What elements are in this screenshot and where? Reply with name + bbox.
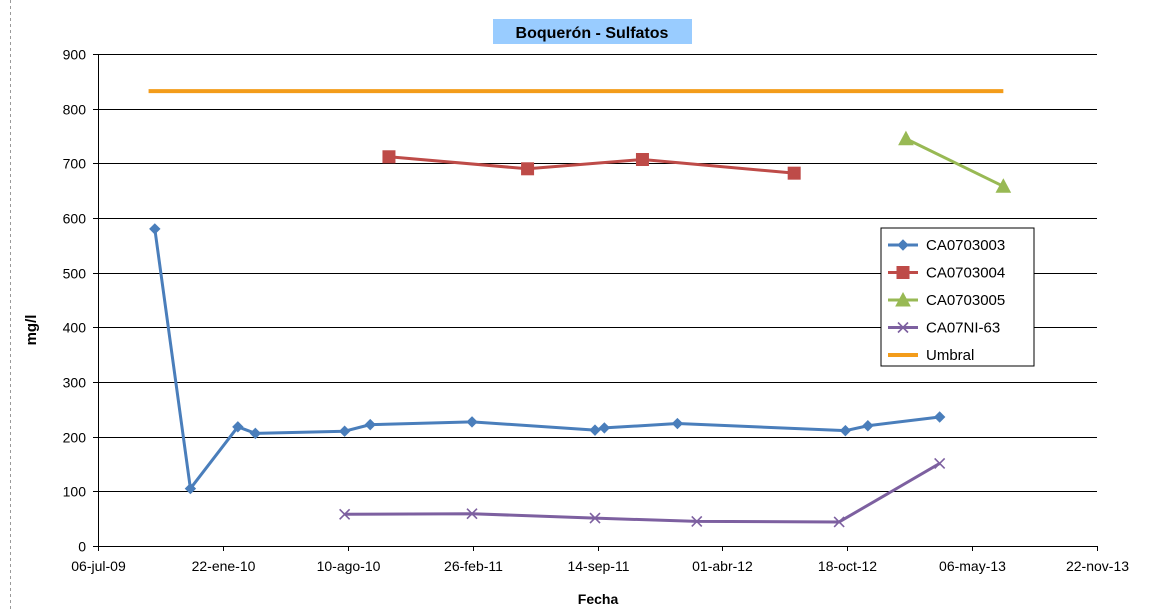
data-point xyxy=(249,427,262,440)
data-point xyxy=(466,508,478,520)
legend-entry: CA0703005 xyxy=(888,291,1005,309)
series-line xyxy=(905,137,1005,188)
data-point xyxy=(995,178,1012,193)
legend-label: CA07NI-63 xyxy=(926,320,1000,337)
y-tick-label: 900 xyxy=(63,47,87,63)
y-axis-title: mg/l xyxy=(23,315,40,346)
series-lines xyxy=(148,89,1012,528)
legend-label: CA0703004 xyxy=(926,265,1005,282)
data-point xyxy=(521,162,535,176)
y-tick-label: 400 xyxy=(63,320,87,336)
data-point xyxy=(382,150,396,164)
y-tick-label: 0 xyxy=(78,539,86,555)
y-tick-labels: 0 100 200 300 400 500 600 700 800 900 xyxy=(63,47,87,555)
y-tick-label: 200 xyxy=(63,430,87,446)
data-point xyxy=(787,166,801,180)
legend-entry: CA0703004 xyxy=(888,265,1005,282)
series-line xyxy=(388,155,795,175)
legend-marker xyxy=(896,266,910,279)
axes xyxy=(93,54,1098,551)
legend-label: CA0703003 xyxy=(926,237,1005,254)
legend-marker xyxy=(895,291,911,307)
legend: CA0703003 CA0703004 CA0703005 CA07NI-63 Umbr… xyxy=(880,227,1035,367)
legend-marker xyxy=(897,321,909,334)
data-point xyxy=(364,418,376,431)
y-tick-label: 300 xyxy=(63,375,87,391)
chart-title-background xyxy=(493,19,692,44)
x-tick-label: 06-jul-09 xyxy=(71,558,126,574)
series-ca0703003 xyxy=(149,223,946,495)
y-tick-label: 600 xyxy=(63,211,87,227)
data-point xyxy=(184,482,197,495)
data-point xyxy=(839,424,852,437)
data-point xyxy=(466,416,478,428)
x-tick-label: 26-feb-11 xyxy=(444,558,503,574)
data-point xyxy=(933,411,946,423)
chart-title: Boquerón - Sulfatos xyxy=(516,25,669,42)
series-ca0703005 xyxy=(898,130,1012,193)
x-tick-label: 18-oct-12 xyxy=(818,558,877,574)
data-point xyxy=(149,223,161,235)
legend-entry: CA07NI-63 xyxy=(888,320,1000,337)
data-point xyxy=(862,420,874,432)
x-tick-label: 01-abr-12 xyxy=(692,558,753,574)
gridlines xyxy=(98,54,1097,492)
y-tick-label: 500 xyxy=(63,266,87,282)
series-ca07ni-63 xyxy=(339,457,946,528)
y-tick-label: 700 xyxy=(63,156,87,172)
data-point xyxy=(671,417,684,430)
data-point xyxy=(898,130,914,146)
data-point xyxy=(589,512,601,524)
x-tick-labels: 06-jul-09 22-ene-10 10-ago-10 26-feb-11 14-s… xyxy=(71,558,1129,574)
data-point xyxy=(691,515,703,527)
x-tick-label: 06-may-13 xyxy=(939,558,1006,574)
data-point xyxy=(934,457,946,470)
x-tick-label: 10-ago-10 xyxy=(317,558,381,574)
legend-marker xyxy=(897,239,909,251)
x-tick-label: 22-nov-13 xyxy=(1066,558,1129,574)
x-tick-label: 14-sep-11 xyxy=(567,558,629,574)
legend-box xyxy=(880,227,1035,367)
x-axis-title: Fecha xyxy=(578,591,619,607)
series-line xyxy=(153,228,940,491)
series-ca0703004 xyxy=(382,150,801,180)
data-point xyxy=(598,422,611,434)
data-point xyxy=(232,421,244,433)
data-point xyxy=(339,508,351,520)
data-point xyxy=(833,516,845,528)
legend-label: CA0703005 xyxy=(926,292,1005,309)
data-point xyxy=(338,425,351,437)
data-point xyxy=(589,424,601,436)
data-point xyxy=(635,153,649,167)
legend-label: Umbral xyxy=(926,347,974,364)
series-line xyxy=(344,462,941,524)
legend-entry: CA0703003 xyxy=(888,237,1005,254)
legend-entry: Umbral xyxy=(888,347,974,364)
x-tick-label: 22-ene-10 xyxy=(192,558,256,574)
y-tick-label: 800 xyxy=(63,102,87,118)
y-tick-label: 100 xyxy=(63,484,87,500)
